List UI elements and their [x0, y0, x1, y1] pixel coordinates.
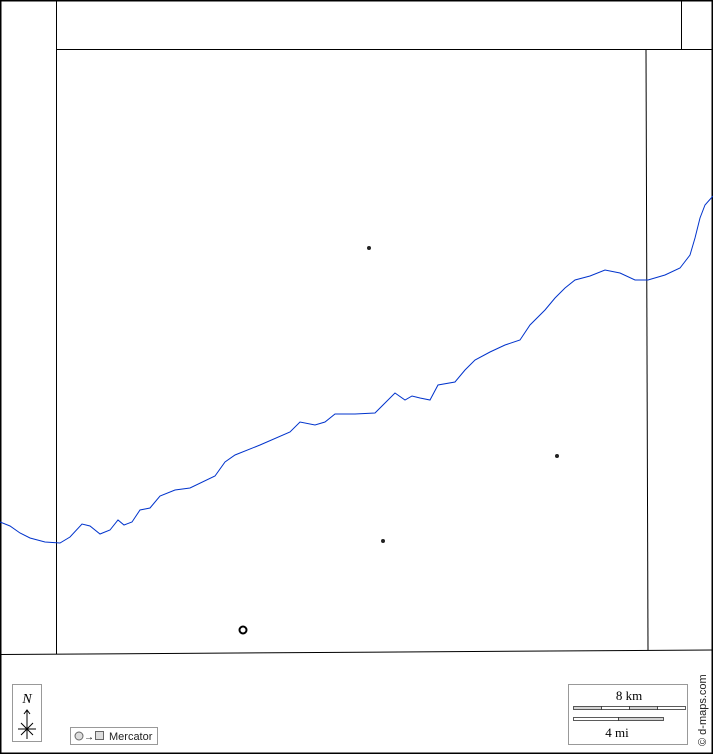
- scale-mi-label: 4 mi: [605, 725, 629, 740]
- capital-ring[interactable]: [238, 625, 248, 635]
- svg-text:→: →: [84, 732, 94, 743]
- scale-bar: 8 km 4 mi: [568, 684, 688, 745]
- river: [0, 195, 713, 544]
- compass-label: N: [21, 692, 32, 707]
- circle-to-square-icon: →: [74, 731, 104, 743]
- boundary-line: [645, 48, 649, 651]
- scale-km-label: 8 km: [616, 688, 642, 703]
- credit-text: © d-maps.com: [697, 674, 709, 746]
- town-dot[interactable]: [367, 246, 371, 250]
- projection-label: Mercator: [109, 731, 153, 743]
- north-arrow-icon: [18, 709, 36, 739]
- compass: N: [12, 684, 42, 742]
- boundary-line: [0, 649, 713, 655]
- town-dot[interactable]: [555, 454, 559, 458]
- projection-legend: → Mercator: [70, 727, 158, 745]
- town-dot[interactable]: [381, 539, 385, 543]
- boundaries: [0, 0, 713, 655]
